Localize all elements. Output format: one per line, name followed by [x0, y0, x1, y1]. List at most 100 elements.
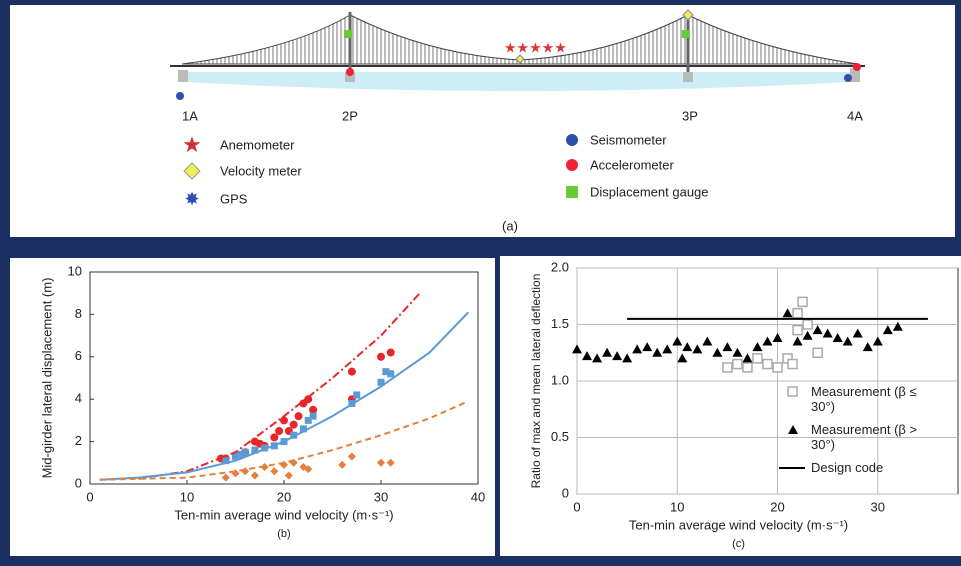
sensor-icon [844, 74, 852, 82]
point [382, 368, 390, 376]
pier [345, 72, 355, 82]
point [387, 370, 395, 378]
curve [138, 292, 421, 480]
legend-icon [566, 134, 578, 146]
pier [683, 72, 693, 82]
panel-a [10, 5, 955, 237]
point [797, 296, 808, 308]
point [682, 342, 693, 352]
legend-marker [787, 386, 798, 397]
point [762, 358, 773, 370]
point [284, 471, 293, 480]
legend-icon [183, 162, 201, 180]
pier-label: 2P [342, 108, 358, 123]
y-tick-label: 2 [75, 433, 82, 448]
point [602, 347, 613, 357]
sensor-icon [515, 54, 525, 64]
point [261, 444, 269, 452]
point [742, 353, 753, 363]
point [289, 420, 298, 429]
point [822, 328, 833, 338]
point [712, 347, 723, 357]
y-tick-label: 10 [68, 263, 82, 278]
y-axis-label: Mid-girder lateral displacement (m) [39, 278, 54, 479]
point [692, 344, 703, 354]
point [752, 353, 763, 364]
legend-icon [566, 186, 578, 198]
point [572, 344, 582, 354]
point [377, 352, 385, 361]
legend-label: Measurement (β ≤ 30°) [811, 384, 917, 414]
point [802, 319, 813, 330]
point [386, 348, 395, 357]
x-axis-label: Ten-min average wind velocity (m·s⁻¹) [629, 517, 848, 532]
point [672, 336, 683, 346]
y-tick-label: 0.5 [551, 429, 569, 444]
point [222, 457, 230, 465]
point [872, 336, 883, 346]
y-tick-label: 1.5 [551, 316, 569, 331]
point [862, 342, 873, 352]
caption: (b) [277, 528, 290, 540]
point [722, 362, 733, 373]
point [232, 452, 239, 460]
curve [99, 311, 470, 481]
curve [99, 400, 469, 481]
legend-label: Anemometer [220, 137, 295, 152]
sensor-icon [853, 63, 861, 71]
legend-label: Measurement (β > 30°) [811, 422, 918, 452]
point [642, 342, 653, 352]
point [702, 336, 713, 346]
x-axis-label: Ten-min average wind velocity (m·s⁻¹) [174, 507, 393, 522]
point [677, 353, 688, 363]
sensor-icon [346, 68, 354, 76]
point [280, 416, 288, 425]
y-tick-label: 8 [75, 306, 82, 321]
point [353, 391, 361, 399]
x-tick-label: 20 [770, 499, 784, 514]
point [852, 328, 863, 338]
point [787, 358, 798, 370]
point [882, 325, 893, 335]
legend-entry: Design code [811, 460, 883, 475]
caption: (c) [732, 538, 745, 550]
legend-icon: ★ [182, 132, 202, 157]
point [732, 358, 743, 370]
point [377, 458, 385, 467]
y-tick-label: 2.0 [551, 259, 569, 274]
y-tick-label: 0 [75, 475, 82, 490]
point [304, 416, 312, 424]
y-tick-label: 4 [75, 391, 82, 406]
point [892, 321, 903, 331]
point [762, 336, 773, 346]
pier [178, 70, 188, 82]
point [652, 347, 663, 357]
point [832, 333, 843, 343]
point [752, 342, 763, 352]
point [792, 307, 803, 319]
point [270, 467, 279, 476]
x-tick-label: 10 [180, 489, 194, 504]
point [347, 367, 356, 376]
x-tick-label: 30 [871, 499, 885, 514]
point [812, 325, 823, 335]
x-tick-label: 0 [573, 499, 580, 514]
legend-marker [788, 425, 798, 434]
point [792, 336, 803, 346]
pier-label: 3P [682, 108, 698, 123]
y-tick-label: 6 [75, 348, 82, 363]
point [842, 336, 853, 346]
point [270, 433, 279, 442]
point [338, 460, 347, 469]
point [592, 353, 603, 363]
legend-label: GPS [220, 191, 248, 206]
legend-icon: ✸ [184, 189, 199, 209]
point [309, 405, 318, 414]
point [782, 308, 793, 318]
sensor-icon [344, 30, 352, 38]
point [722, 342, 733, 352]
panel-b [10, 258, 495, 556]
x-tick-label: 10 [670, 499, 684, 514]
point [812, 347, 823, 358]
